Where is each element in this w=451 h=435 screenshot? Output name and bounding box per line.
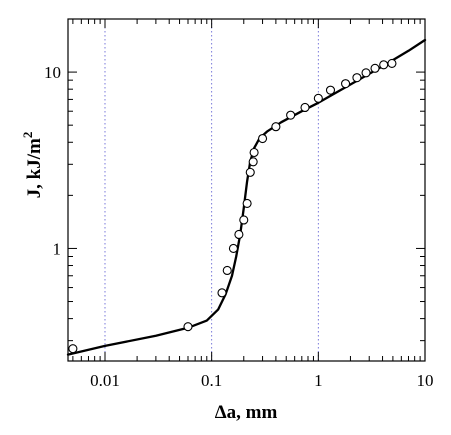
data-point-marker — [379, 60, 389, 70]
x-axis-title: Δa, mm — [215, 402, 278, 423]
data-point-marker — [271, 122, 281, 132]
data-point-marker — [239, 215, 249, 225]
data-point-marker — [222, 265, 232, 276]
y-axis-title-superscript: 2 — [20, 132, 35, 139]
data-point-marker — [313, 93, 323, 103]
data-point-marker — [183, 322, 193, 332]
x-tick-label: 1 — [314, 371, 323, 390]
fit-curve-layer — [66, 38, 427, 356]
y-tick-label: 1 — [53, 239, 62, 258]
x-tick-label: 0.1 — [201, 371, 222, 390]
axis-ticks — [68, 18, 426, 361]
data-point-marker — [242, 198, 252, 208]
y-axis-title: J, kJ/m2 — [20, 132, 45, 199]
data-point-marker — [249, 147, 259, 158]
x-tick-label: 0.01 — [90, 371, 120, 390]
tick-labels: 0.01 0.1 1 10 1 10 — [44, 63, 434, 390]
data-point-marker — [234, 229, 244, 240]
y-axis-title-main: J, kJ/m — [24, 138, 45, 198]
data-point-marker — [245, 167, 255, 177]
data-points-layer — [68, 58, 397, 354]
data-point-marker — [341, 79, 351, 89]
fit-curve — [66, 38, 427, 356]
data-point-marker — [370, 63, 380, 73]
data-point-marker — [300, 102, 310, 113]
data-point-marker — [387, 58, 397, 68]
data-point-marker — [325, 85, 336, 95]
data-point-marker — [248, 157, 258, 167]
y-tick-label: 10 — [44, 63, 61, 82]
plot-frame — [67, 18, 426, 362]
x-tick-label: 10 — [417, 371, 434, 390]
data-point-marker — [361, 68, 371, 78]
data-point-marker — [68, 344, 78, 354]
data-point-marker — [352, 73, 362, 83]
data-point-marker — [258, 133, 268, 144]
data-point-marker — [217, 288, 227, 298]
grid-lines — [104, 19, 319, 361]
data-point-marker — [286, 110, 296, 120]
data-point-marker — [228, 243, 238, 253]
